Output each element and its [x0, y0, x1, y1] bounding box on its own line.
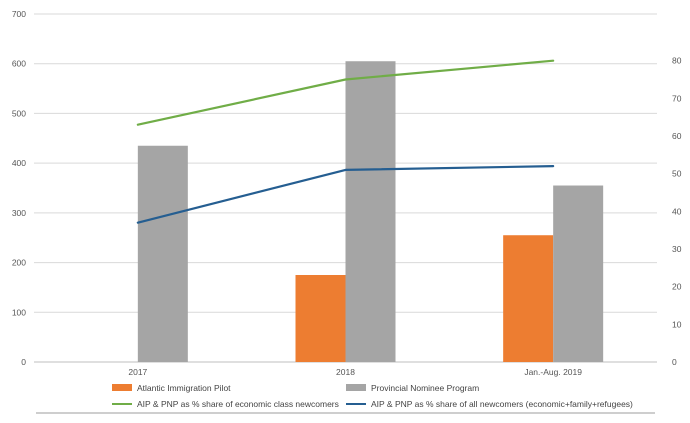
bar-aip: [295, 275, 346, 362]
left-axis-tick-label: 400: [12, 158, 26, 168]
bar-pnp: [345, 61, 396, 362]
right-axis-tick-label: 0: [672, 357, 677, 367]
x-axis-category-label: Jan.-Aug. 2019: [524, 367, 582, 377]
left-axis-tick-label: 300: [12, 208, 26, 218]
legend-label: AIP & PNP as % share of economic class n…: [137, 399, 339, 409]
right-axis-tick-label: 80: [672, 56, 682, 66]
left-axis-tick-label: 700: [12, 9, 26, 19]
left-axis-tick-label: 200: [12, 258, 26, 268]
legend-swatch: [346, 384, 366, 391]
right-axis-tick-label: 70: [672, 93, 682, 103]
left-axis-tick-label: 100: [12, 307, 26, 317]
bar-aip: [503, 235, 554, 362]
left-axis-tick-label: 0: [21, 357, 26, 367]
left-y-axis: 0 100 200 300 400 500 600 700: [12, 9, 26, 367]
right-axis-tick-label: 40: [672, 206, 682, 216]
legend-label: AIP & PNP as % share of all newcomers (e…: [371, 399, 633, 409]
x-axis-category-label: 2018: [336, 367, 355, 377]
lines: [136, 59, 555, 224]
right-axis-tick-label: 50: [672, 169, 682, 179]
bars: [137, 61, 604, 362]
left-axis-tick-label: 500: [12, 108, 26, 118]
left-axis-tick-label: 600: [12, 59, 26, 69]
right-y-axis: 0 10 20 30 40 50 60 70 80: [672, 56, 682, 367]
right-axis-tick-label: 10: [672, 319, 682, 329]
bar-pnp: [553, 185, 604, 362]
line-economic-share: [136, 59, 555, 126]
right-axis-tick-label: 60: [672, 131, 682, 141]
x-axis-category-label: 2017: [128, 367, 147, 377]
x-axis: 2017 2018 Jan.-Aug. 2019: [128, 367, 582, 377]
legend: Atlantic Immigration Pilot Provincial Nom…: [36, 383, 655, 414]
legend-label: Atlantic Immigration Pilot: [137, 383, 231, 393]
right-axis-tick-label: 30: [672, 244, 682, 254]
right-axis-tick-label: 20: [672, 282, 682, 292]
bar-pnp: [137, 145, 188, 362]
legend-swatch: [112, 384, 132, 391]
line-all-newcomers-share: [136, 165, 555, 224]
legend-label: Provincial Nominee Program: [371, 383, 479, 393]
